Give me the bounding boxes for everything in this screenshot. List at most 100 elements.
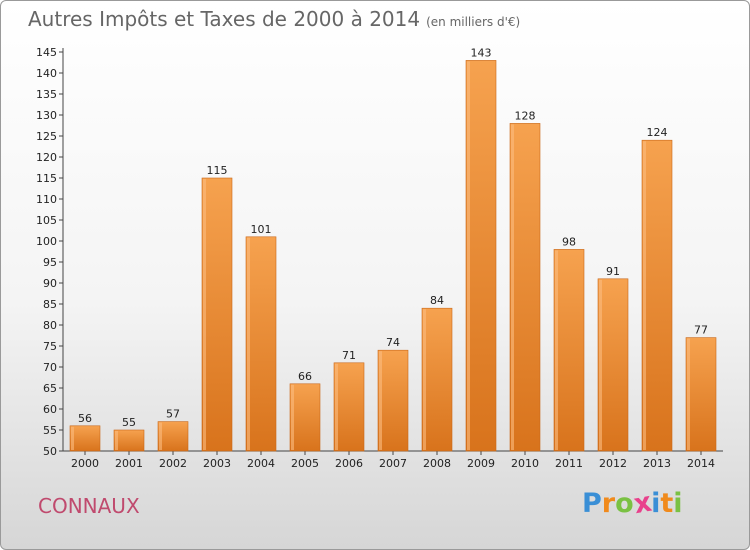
bar-2014 <box>685 337 717 452</box>
value-label: 77 <box>694 324 708 337</box>
x-tick-label: 2002 <box>159 457 187 470</box>
bar-highlight <box>643 141 646 450</box>
bar-2006 <box>333 362 365 452</box>
bar <box>553 249 585 452</box>
y-tick-label: 95 <box>43 256 57 269</box>
bar-highlight <box>159 422 162 450</box>
bar-highlight <box>599 279 602 450</box>
x-tick-label: 2014 <box>687 457 715 470</box>
y-tick-label: 105 <box>36 214 57 227</box>
x-tick-label: 2007 <box>379 457 407 470</box>
y-tick-label: 100 <box>36 235 57 248</box>
bar-2005 <box>289 383 321 452</box>
bar-2013 <box>641 139 673 452</box>
y-tick-label: 145 <box>36 46 57 59</box>
logo-letter: i <box>673 488 683 519</box>
chart-title-text: Autres Impôts et Taxes de 2000 à 2014 <box>28 7 421 31</box>
y-tick-label: 75 <box>43 340 57 353</box>
proxiti-logo: Proxiti <box>582 487 683 521</box>
value-label: 128 <box>515 109 536 122</box>
bar <box>69 425 101 452</box>
bar-highlight <box>203 179 206 450</box>
x-tick-label: 2012 <box>599 457 627 470</box>
y-tick-label: 80 <box>43 319 57 332</box>
bar-2008 <box>421 307 453 452</box>
bar-2007 <box>377 349 409 452</box>
bar-highlight <box>467 61 470 451</box>
value-label: 84 <box>430 294 444 307</box>
bar-highlight <box>115 431 118 450</box>
y-tick-label: 60 <box>43 403 57 416</box>
bar-highlight <box>423 309 426 450</box>
bar-highlight <box>511 124 514 451</box>
y-tick-label: 65 <box>43 382 57 395</box>
bar-highlight <box>555 250 558 450</box>
bar <box>333 362 365 452</box>
y-tick-label: 85 <box>43 298 57 311</box>
bar-highlight <box>291 384 294 450</box>
bar-highlight <box>687 338 690 450</box>
y-tick-label: 110 <box>36 193 57 206</box>
value-label: 56 <box>78 412 92 425</box>
x-tick-label: 2013 <box>643 457 671 470</box>
logo-letter: i <box>651 488 661 519</box>
bar-2004 <box>245 236 277 452</box>
value-label: 101 <box>251 223 272 236</box>
chart-subtitle: (en milliers d'€) <box>426 15 521 29</box>
value-labels: 56 55 57 115 101 66 71 74 84 143 128 98 91 124 77 <box>78 46 708 429</box>
bar <box>289 383 321 452</box>
x-tick-label: 2006 <box>335 457 363 470</box>
y-tick-label: 90 <box>43 277 57 290</box>
bar <box>509 123 541 452</box>
y-tick-label: 130 <box>36 109 57 122</box>
x-tick-label: 2011 <box>555 457 583 470</box>
bar-2000 <box>69 425 101 452</box>
logo-letter: P <box>582 488 602 519</box>
bar <box>421 307 453 452</box>
y-tick-label: 120 <box>36 151 57 164</box>
y-tick-label: 125 <box>36 130 57 143</box>
value-label: 74 <box>386 336 400 349</box>
y-tick-label: 50 <box>43 445 57 458</box>
bar <box>377 349 409 452</box>
x-tick-label: 2004 <box>247 457 275 470</box>
logo-letter: o <box>615 488 634 519</box>
bar <box>641 139 673 452</box>
bar-2012 <box>597 278 629 452</box>
value-label: 55 <box>122 416 136 429</box>
logo-letter: t <box>660 488 674 519</box>
x-tick-label: 2001 <box>115 457 143 470</box>
bar <box>685 337 717 452</box>
bar-highlight <box>335 363 338 450</box>
axes: 50 55 60 65 70 75 80 85 90 95 100 105 110 115 120 125 13… <box>36 46 723 470</box>
y-tick-label: 135 <box>36 88 57 101</box>
bar-2002 <box>157 421 189 452</box>
x-tick-label: 2000 <box>71 457 99 470</box>
bar-2011 <box>553 249 585 452</box>
x-tick-label: 2003 <box>203 457 231 470</box>
x-tick-label: 2005 <box>291 457 319 470</box>
bar-highlight <box>247 237 250 450</box>
bars <box>69 60 717 452</box>
bar-2010 <box>509 123 541 452</box>
bar <box>113 429 145 452</box>
bar <box>465 60 497 452</box>
value-label: 66 <box>298 370 312 383</box>
bar-2009 <box>465 60 497 452</box>
bar <box>245 236 277 452</box>
y-tick-label: 140 <box>36 67 57 80</box>
y-tick-label: 115 <box>36 172 57 185</box>
bar <box>157 421 189 452</box>
bar-2003 <box>201 177 233 452</box>
value-label: 71 <box>342 349 356 362</box>
y-tick-label: 70 <box>43 361 57 374</box>
bar-highlight <box>379 351 382 450</box>
logo-letter: r <box>601 488 616 519</box>
value-label: 143 <box>471 46 492 59</box>
value-label: 115 <box>207 164 228 177</box>
bar <box>597 278 629 452</box>
x-tick-label: 2010 <box>511 457 539 470</box>
value-label: 98 <box>562 235 576 248</box>
